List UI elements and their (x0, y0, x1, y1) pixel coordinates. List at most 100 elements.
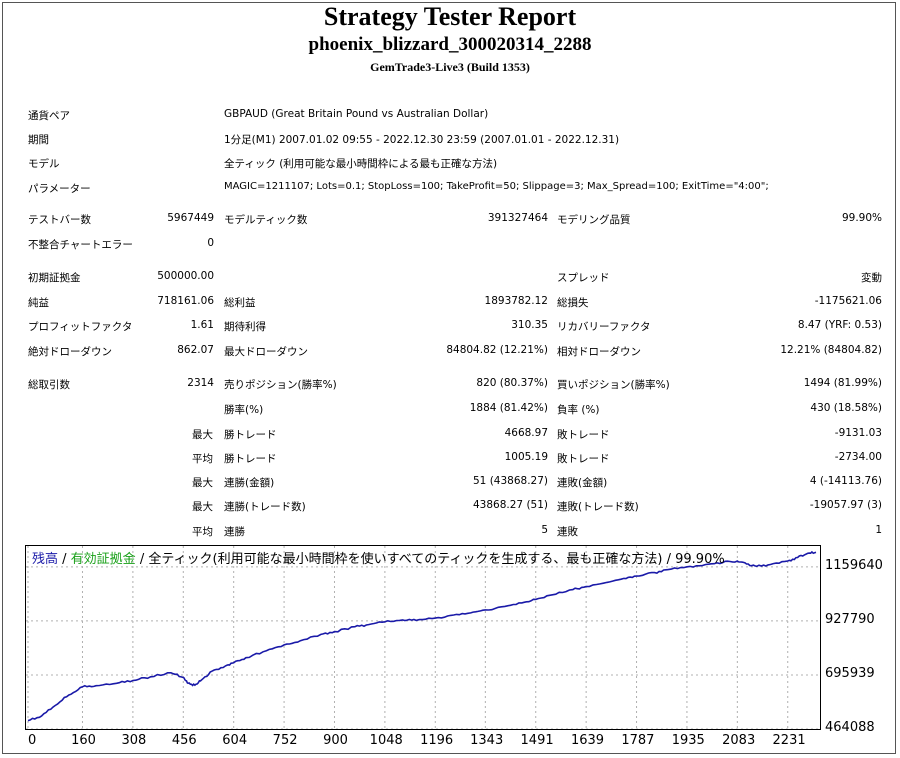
errors-label: 不整合チャートエラー (28, 239, 133, 251)
long-value: 1494 (81.99%) (803, 377, 882, 389)
trades-label: 総取引数 (28, 379, 70, 391)
ticks-value: 391327464 (487, 212, 548, 224)
gross-loss-label: 総損失 (557, 297, 589, 309)
short-value: 820 (80.37%) (476, 377, 548, 389)
long-label: 買いポジション(勝率%) (557, 379, 670, 391)
x-tick-label: 900 (323, 733, 348, 748)
legend-balance: 残高 (32, 552, 59, 567)
avg-consec-win-label: 連勝 (224, 526, 245, 538)
recovery-label: リカバリーファクタ (557, 321, 651, 333)
params-label: パラメーター (28, 183, 91, 195)
y-tick-label: 927790 (825, 611, 875, 627)
rel-dd-value: 12.21% (84804.82) (780, 344, 882, 356)
gross-profit-value: 1893782.12 (484, 295, 548, 307)
avg-consec-loss-label: 連敗 (557, 526, 578, 538)
max-prefix: 最大 (192, 429, 213, 441)
quality-value: 99.90% (841, 212, 882, 224)
pf-value: 1.61 (190, 319, 214, 331)
x-tick-label: 160 (71, 733, 96, 748)
balance-line (27, 550, 817, 722)
period-value: 1分足(M1) 2007.01.02 09:55 - 2022.12.30 23… (224, 134, 620, 146)
consec-loss-amt-value: 4 (-14113.76) (809, 475, 882, 487)
consec-loss-amt-label: 連敗(金額) (557, 477, 608, 489)
expected-value: 310.35 (511, 319, 548, 331)
x-tick-label: 752 (272, 733, 298, 748)
avg-prefix: 平均 (192, 526, 213, 538)
server-build: GemTrade3-Live3 (Build 1353) (370, 60, 530, 74)
avg-win-label: 勝トレード (224, 453, 277, 465)
winrate-label: 勝率(%) (224, 404, 264, 416)
params-value: MAGIC=1211107; Lots=0.1; StopLoss=100; T… (224, 181, 769, 192)
balance-chart-plot (26, 546, 820, 730)
spread-value: 変動 (861, 272, 882, 284)
max-win-value: 4668.97 (504, 427, 548, 439)
consec-win-amt-label: 連勝(金額) (224, 477, 275, 489)
model-value: 全ティック (利用可能な最小時間枠による最も正確な方法) (224, 158, 498, 170)
errors-value: 0 (207, 237, 214, 249)
consec-loss-cnt-label: 連敗(トレード数) (557, 501, 639, 513)
y-tick-label: 1159640 (825, 557, 883, 573)
consec-win-cnt-label: 連勝(トレード数) (224, 501, 306, 513)
max-dd-label: 最大ドローダウン (224, 346, 308, 358)
recovery-value: 8.47 (YRF: 0.53) (797, 319, 882, 331)
x-tick-label: 1196 (420, 733, 454, 748)
x-tick-label: 604 (222, 733, 248, 748)
legend-equity: 有効証拠金 (70, 552, 136, 567)
winrate-value: 1884 (81.42%) (469, 402, 548, 414)
net-value: 718161.06 (157, 295, 214, 307)
expert-name: phoenix_blizzard_300020314_2288 (308, 34, 592, 55)
deposit-label: 初期証拠金 (28, 272, 81, 284)
x-tick-label: 1048 (369, 733, 403, 748)
rel-dd-label: 相対ドローダウン (557, 346, 641, 358)
lossrate-label: 負率 (%) (557, 404, 600, 416)
avg-loss-value: -2734.00 (834, 451, 882, 463)
net-label: 純益 (28, 297, 49, 309)
avg-win-value: 1005.19 (504, 451, 548, 463)
spread-label: スプレッド (557, 272, 610, 284)
pf-label: プロフィットファクタ (28, 321, 133, 333)
consec-loss-cnt-value: -19057.97 (3) (809, 499, 882, 511)
abs-dd-value: 862.07 (177, 344, 214, 356)
chart-legend: 残高 / 有効証拠金 / 全ティック(利用可能な最小時間枠を使いすべてのティック… (32, 548, 725, 567)
ticks-label: モデルティック数 (224, 214, 308, 226)
bars-value: 5967449 (167, 212, 214, 224)
legend-separator: / (58, 552, 71, 567)
pair-label: 通貨ペア (28, 110, 70, 122)
x-tick-label: 1343 (470, 733, 504, 748)
avg-consec-loss-value: 1 (875, 524, 882, 536)
max-prefix: 最大 (192, 477, 213, 489)
gross-loss-value: -1175621.06 (814, 295, 882, 307)
quality-label: モデリング品質 (557, 214, 631, 226)
avg-loss-label: 敗トレード (557, 453, 610, 465)
trades-value: 2314 (187, 377, 214, 389)
model-label: モデル (28, 158, 60, 170)
max-loss-value: -9131.03 (834, 427, 882, 439)
max-dd-value: 84804.82 (12.21%) (446, 344, 548, 356)
avg-prefix: 平均 (192, 453, 213, 465)
x-tick-label: 456 (171, 733, 197, 748)
period-label: 期間 (28, 134, 49, 146)
y-tick-label: 464088 (825, 720, 875, 735)
consec-win-amt-value: 51 (43868.27) (473, 475, 548, 487)
avg-consec-win-value: 5 (541, 524, 548, 536)
x-tick-label: 308 (121, 733, 147, 748)
x-tick-label: 1639 (570, 733, 605, 748)
legend-description: / 全ティック(利用可能な最小時間枠を使いすべてのティックを生成する、最も正確な… (135, 552, 725, 567)
consec-win-cnt-value: 43868.27 (51) (473, 499, 548, 511)
pair-value: GBPAUD (Great Britain Pound vs Australia… (224, 108, 489, 120)
expected-label: 期待利得 (224, 321, 266, 333)
x-tick-label: 1935 (671, 733, 705, 748)
x-tick-label: 1787 (621, 733, 655, 748)
max-prefix: 最大 (192, 501, 213, 513)
x-tick-label: 1491 (520, 733, 554, 748)
short-label: 売りポジション(勝率%) (224, 379, 337, 391)
lossrate-value: 430 (18.58%) (810, 402, 882, 414)
max-win-label: 勝トレード (224, 429, 277, 441)
gross-profit-label: 総利益 (224, 297, 256, 309)
y-tick-label: 695939 (825, 665, 875, 681)
report-title: Strategy Tester Report (323, 2, 577, 31)
x-tick-label: 2083 (722, 733, 756, 748)
deposit-value: 500000.00 (157, 270, 214, 282)
balance-chart (25, 545, 821, 730)
